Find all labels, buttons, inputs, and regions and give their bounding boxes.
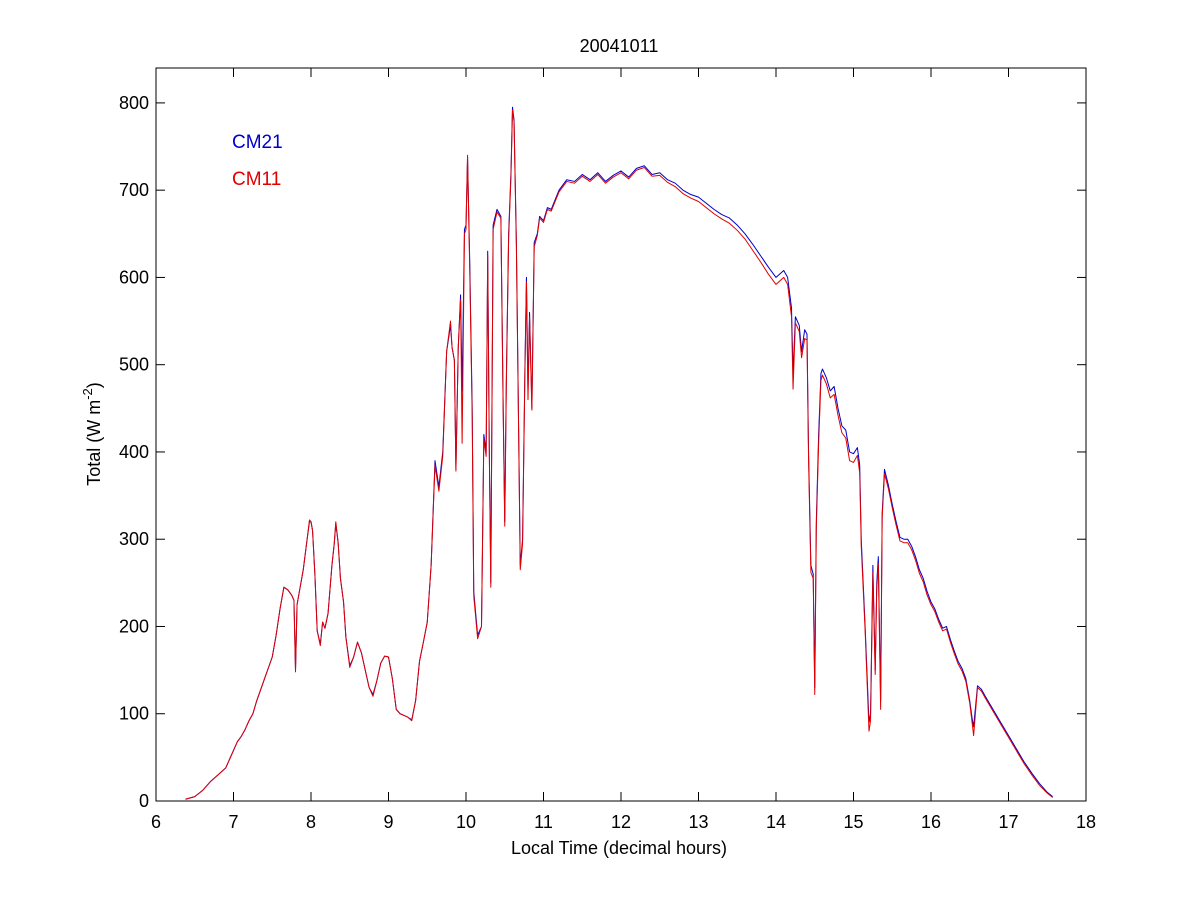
- x-tick-label-12: 12: [611, 812, 631, 832]
- legend-entry-cm21: CM21: [232, 132, 283, 153]
- x-tick-label-6: 6: [151, 812, 161, 832]
- y-tick-label-400: 400: [119, 442, 149, 462]
- chart-title: 20041011: [580, 36, 659, 56]
- x-tick-label-7: 7: [228, 812, 238, 832]
- x-axis-label: Local Time (decimal hours): [511, 838, 727, 858]
- y-tick-label-100: 100: [119, 704, 149, 724]
- x-tick-label-15: 15: [843, 812, 863, 832]
- x-tick-label-16: 16: [921, 812, 941, 832]
- y-axis-ticks: 0 100 200 300 400 500 600 700 800: [119, 93, 1086, 811]
- plot-frame: [155, 67, 1087, 802]
- y-tick-label-500: 500: [119, 355, 149, 375]
- x-tick-label-18: 18: [1076, 812, 1096, 832]
- series-layer: [185, 106, 1053, 800]
- x-tick-label-14: 14: [766, 812, 786, 832]
- y-axis-label-main: Total (W m: [84, 400, 104, 486]
- series-line-cm11: [185, 109, 1053, 800]
- x-tick-label-9: 9: [383, 812, 393, 832]
- y-tick-label-800: 800: [119, 93, 149, 113]
- x-tick-label-13: 13: [688, 812, 708, 832]
- x-tick-label-11: 11: [534, 812, 553, 832]
- x-axis-ticks: 6 7 8 9 10 11 12 13 14 15 16 17 18: [151, 68, 1096, 832]
- legend-entry-cm11: CM11: [232, 169, 281, 190]
- x-tick-label-17: 17: [998, 812, 1018, 832]
- y-axis-label: Total (W m-2): [80, 382, 104, 486]
- y-tick-label-600: 600: [119, 267, 149, 287]
- y-axis-label-superscript: -2: [80, 388, 95, 400]
- y-tick-label-0: 0: [139, 791, 149, 811]
- y-tick-label-700: 700: [119, 180, 149, 200]
- y-tick-label-300: 300: [119, 529, 149, 549]
- x-tick-label-8: 8: [306, 812, 316, 832]
- x-tick-label-10: 10: [456, 812, 476, 832]
- y-axis-label-close: ): [84, 382, 104, 388]
- legend: CM21 CM11: [232, 132, 283, 190]
- y-tick-label-200: 200: [119, 616, 149, 636]
